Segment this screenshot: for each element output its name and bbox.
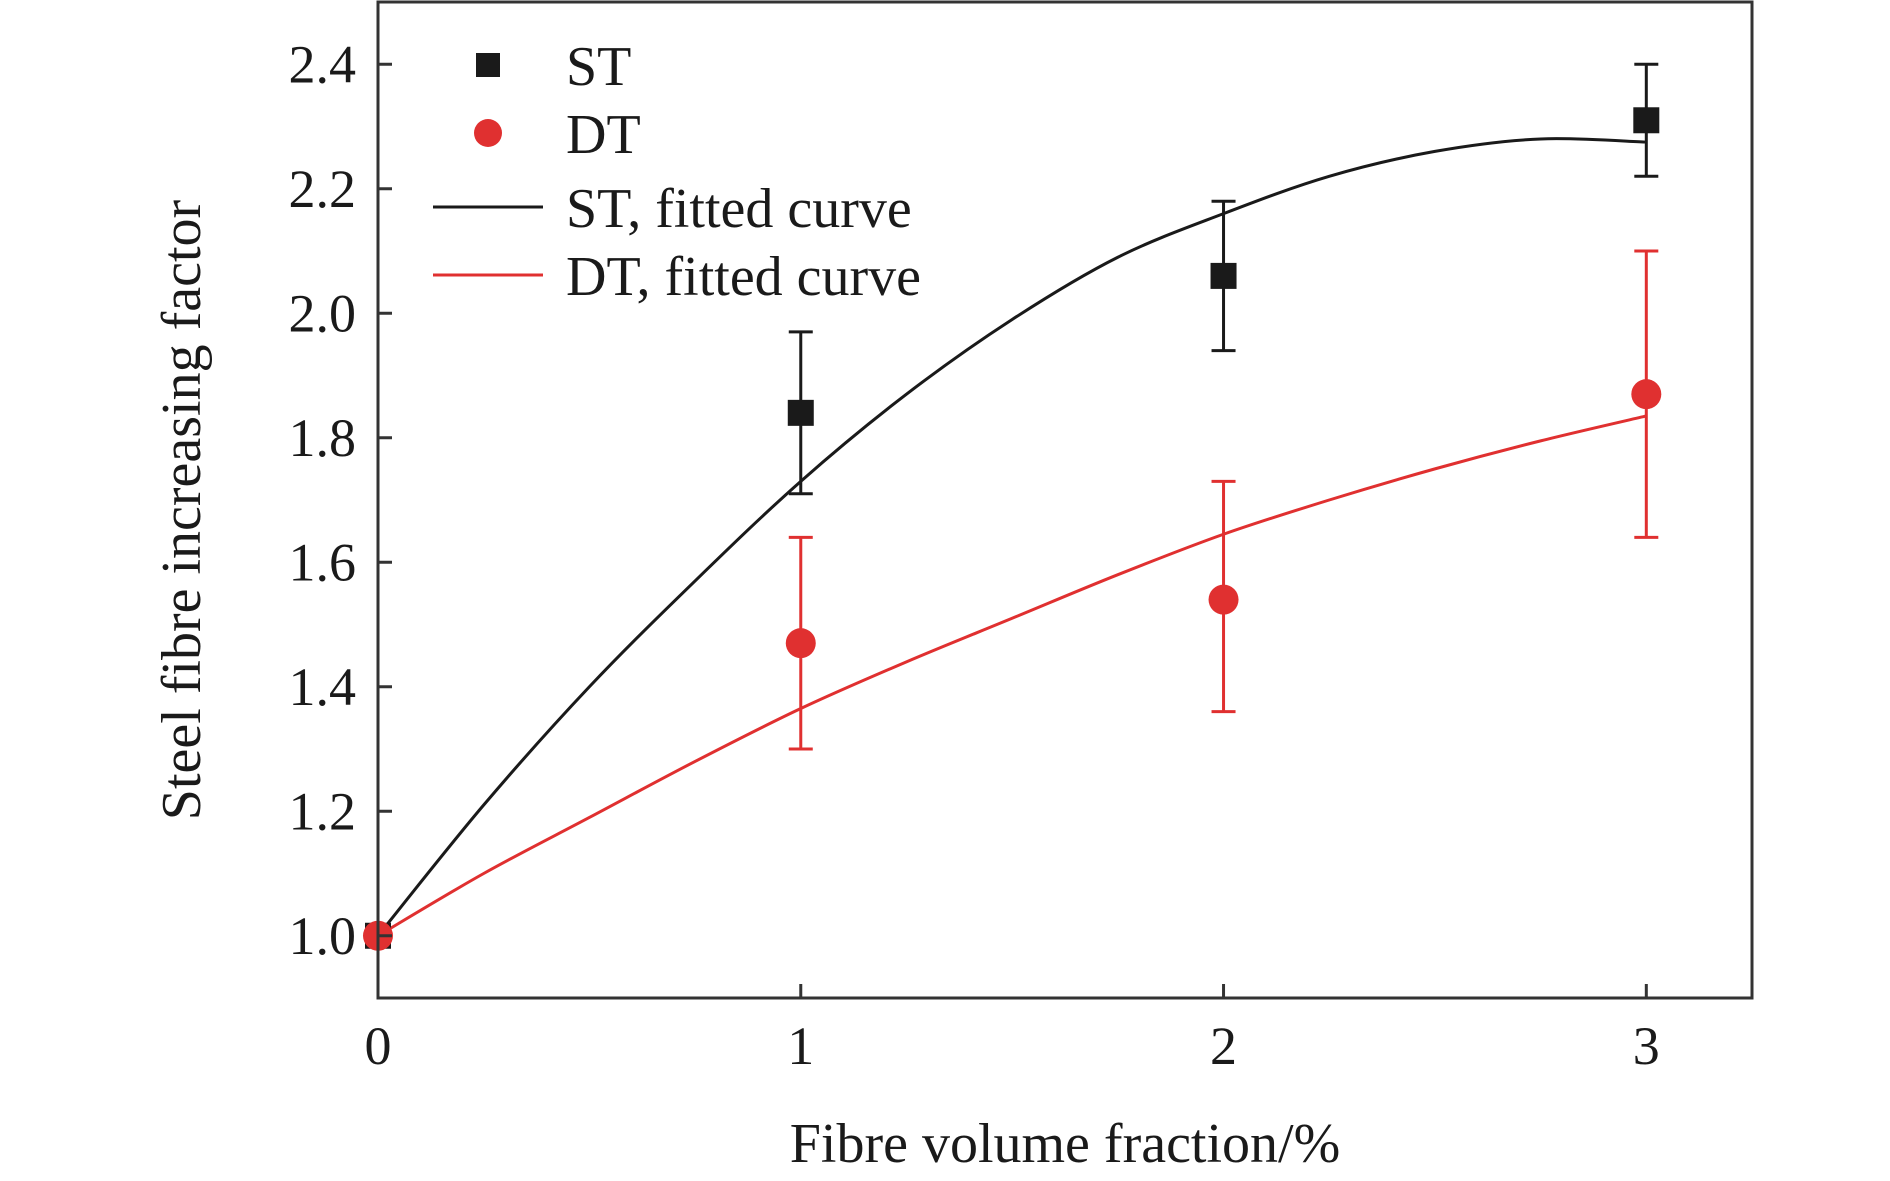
legend-label: ST, fitted curve bbox=[566, 178, 912, 240]
legend-marker-circle bbox=[474, 119, 502, 147]
fitted-curve-line bbox=[376, 137, 1647, 937]
legend-label: DT, fitted curve bbox=[566, 246, 921, 308]
y-tick-label: 1.8 bbox=[289, 408, 357, 468]
x-tick-label: 1 bbox=[787, 1016, 814, 1076]
data-point-square bbox=[787, 399, 814, 426]
y-tick-label: 1.2 bbox=[289, 781, 357, 841]
data-point-circle bbox=[1208, 584, 1239, 615]
data-point-circle bbox=[785, 628, 816, 659]
axis-ticks: 0 1 2 3 1.0 1.2 1.4 1.6 1.8 2.0 2.2 2.4 bbox=[289, 34, 1660, 1076]
x-tick-label: 0 bbox=[365, 1016, 392, 1076]
y-tick-label: 2.2 bbox=[289, 159, 357, 219]
y-tick-label: 2.0 bbox=[289, 283, 357, 343]
legend-label: DT bbox=[566, 104, 641, 166]
fitted-curves bbox=[376, 137, 1647, 938]
y-tick-label: 1.6 bbox=[289, 532, 357, 592]
y-axis-label: Steel fibre increasing factor bbox=[151, 199, 213, 820]
legend-marker-square bbox=[476, 53, 500, 77]
x-tick-label: 2 bbox=[1210, 1016, 1237, 1076]
x-axis-label: Fibre volume fraction/% bbox=[790, 1113, 1341, 1175]
error-bars bbox=[788, 62, 1659, 751]
y-tick-label: 2.4 bbox=[289, 34, 357, 94]
fitted-curve-line bbox=[377, 414, 1647, 938]
y-tick-label: 1.0 bbox=[289, 906, 357, 966]
plot-area-frame bbox=[376, 0, 1754, 1000]
data-point-square bbox=[1210, 262, 1237, 289]
data-point-square bbox=[1633, 107, 1660, 134]
y-tick-label: 1.4 bbox=[289, 657, 357, 717]
legend-label: ST bbox=[566, 36, 631, 98]
x-tick-label: 3 bbox=[1633, 1016, 1660, 1076]
data-points bbox=[363, 107, 1662, 951]
data-point-circle bbox=[1631, 379, 1662, 410]
